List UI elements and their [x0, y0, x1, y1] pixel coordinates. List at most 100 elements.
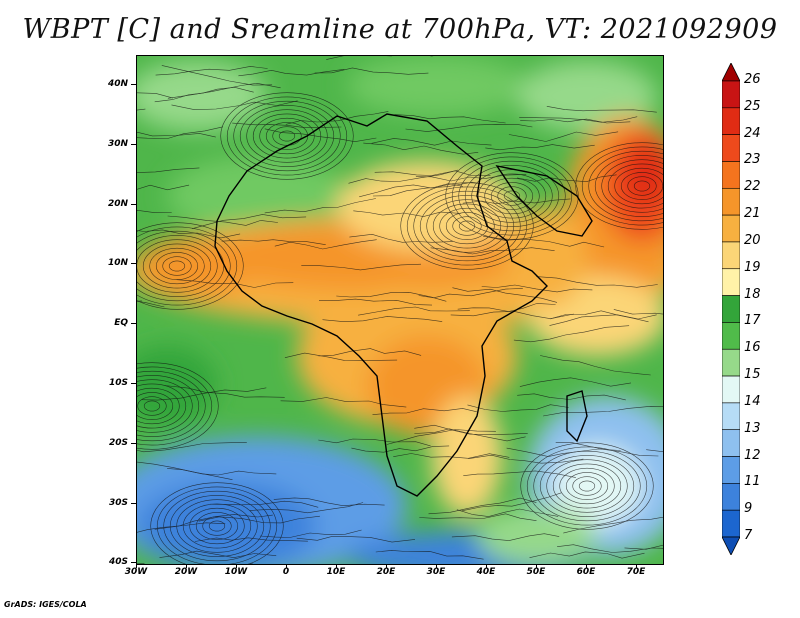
streamline	[358, 306, 470, 316]
streamline-loop	[546, 459, 628, 513]
lat-tick	[131, 383, 136, 384]
streamline-loop	[445, 152, 579, 240]
streamline	[264, 198, 376, 214]
streamline-loop	[559, 467, 615, 505]
colorbar-label: 14	[744, 393, 761, 409]
colorbar-label: 20	[744, 232, 761, 248]
colorbar-segment	[722, 456, 740, 484]
streamline-loop	[137, 362, 219, 450]
lat-label-40s: 40S	[108, 557, 128, 567]
streamline	[452, 287, 558, 303]
streamline	[159, 550, 277, 559]
streamline	[386, 429, 496, 445]
streamlines	[137, 56, 663, 564]
streamline-loop	[137, 239, 218, 293]
streamline-loop	[620, 172, 663, 200]
streamline	[451, 533, 560, 541]
streamline	[164, 385, 285, 398]
lon-tick	[236, 564, 237, 568]
streamline	[192, 214, 307, 229]
colorbar-segment	[722, 483, 740, 511]
colorbar-segment	[722, 134, 740, 162]
streamline	[557, 544, 663, 553]
colorbar-label: 7	[744, 528, 753, 543]
lon-label-40e: 40E	[476, 567, 496, 577]
streamline-loop	[137, 235, 225, 297]
streamline-loop	[137, 396, 167, 416]
colorbar-segment	[722, 268, 740, 296]
streamline	[155, 66, 268, 76]
lon-tick	[336, 564, 337, 568]
streamline-loop	[137, 387, 180, 425]
colorbar-label: 12	[744, 447, 761, 463]
lat-label-30s: 30S	[108, 498, 128, 508]
streamline	[259, 529, 362, 538]
streamline-loop	[163, 490, 271, 562]
lat-tick	[131, 442, 136, 444]
streamline-loop	[601, 159, 663, 213]
streamline	[483, 235, 605, 248]
colorbar-label: 17	[744, 313, 761, 329]
streamline-loop	[252, 113, 322, 159]
colorbar-segment	[722, 348, 740, 377]
streamline-loop	[150, 482, 284, 564]
streamline	[336, 291, 447, 302]
streamline-loop	[162, 256, 192, 276]
lon-label-20e: 20E	[376, 567, 396, 577]
streamline-loop	[156, 486, 278, 564]
lat-label-10n: 10N	[107, 258, 128, 268]
streamline	[348, 169, 458, 184]
lon-tick	[136, 564, 137, 568]
streamline	[363, 142, 479, 155]
streamline	[137, 209, 172, 213]
streamline-loop	[168, 260, 186, 272]
streamline	[221, 239, 326, 245]
colorbar-segment	[722, 402, 740, 431]
streamline	[314, 67, 429, 75]
lat-tick	[131, 263, 136, 265]
streamline-loop	[497, 186, 527, 206]
streamline-loop	[208, 520, 226, 532]
streamline-loop	[137, 230, 231, 302]
lat-tick	[131, 323, 136, 325]
colorbar-label: 11	[744, 474, 761, 490]
streamline-loop	[137, 392, 174, 420]
lon-label-70e: 70E	[626, 567, 646, 577]
streamline	[167, 215, 278, 226]
streamline-loop	[565, 472, 609, 500]
streamline	[519, 116, 638, 123]
colorbar-segment	[722, 375, 740, 404]
streamline	[546, 106, 657, 113]
colorbar-label: 22	[744, 179, 761, 195]
streamline	[461, 492, 562, 512]
streamline	[481, 284, 593, 293]
streamline	[137, 461, 233, 480]
streamline	[513, 325, 630, 343]
streamline	[519, 377, 632, 387]
wbpt-shading	[137, 56, 663, 564]
lon-tick	[386, 564, 387, 568]
streamline	[137, 522, 226, 533]
lat-tick	[131, 143, 136, 145]
streamline	[137, 300, 165, 308]
streamline-loop	[581, 146, 663, 226]
streamline	[517, 393, 626, 401]
streamline	[485, 144, 595, 151]
streamline-loop	[477, 173, 547, 219]
lon-label-0: 0	[282, 567, 290, 577]
colorbar-label: 26	[744, 72, 761, 87]
streamline	[462, 198, 571, 205]
streamline-loop	[278, 130, 296, 142]
streamline	[549, 314, 657, 326]
coastlines	[214, 113, 593, 497]
streamline	[280, 397, 407, 408]
streamline-loop	[202, 516, 232, 536]
lon-label-50e: 50E	[526, 567, 546, 577]
streamline-loop	[137, 366, 213, 446]
streamline-loop	[464, 165, 560, 227]
wbpt-streamline-map	[137, 56, 663, 564]
streamline-loop	[452, 216, 482, 236]
streamline	[326, 56, 434, 60]
streamline	[430, 247, 555, 255]
streamline-loop	[137, 379, 193, 433]
